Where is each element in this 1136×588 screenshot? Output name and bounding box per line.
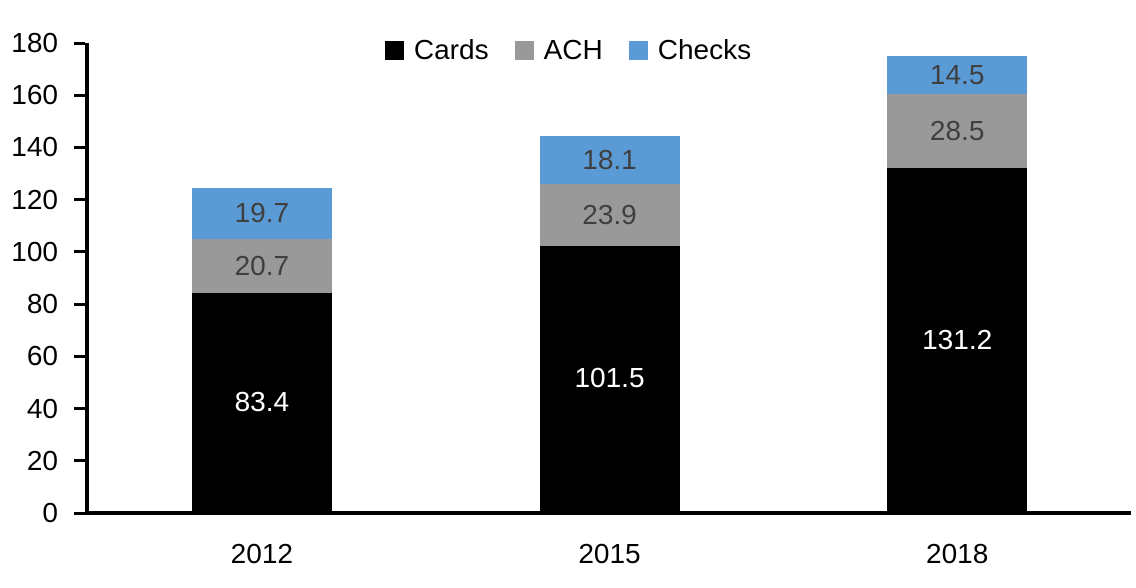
legend-item-checks: Checks [628, 34, 752, 65]
y-axis-tick [74, 198, 85, 202]
y-axis-tick-label: 140 [11, 131, 58, 163]
y-axis-tick [74, 93, 85, 97]
y-axis-tick-label: 160 [11, 79, 58, 111]
y-axis-tick [74, 511, 85, 515]
bar-segment-ach-2012: 20.7 [191, 239, 332, 294]
y-axis-tick-label: 20 [26, 444, 58, 476]
y-axis-line [85, 43, 89, 513]
y-axis-tick-label: 80 [26, 288, 58, 320]
bar-segment-ach-2015: 23.9 [539, 183, 680, 246]
chart-legend: Cards ACH Checks [88, 36, 1048, 64]
x-axis-line [85, 511, 1131, 515]
y-axis-tick-label: 0 [42, 497, 58, 528]
legend-label: ACH [543, 34, 603, 65]
bar-segment-checks-2015: 18.1 [539, 136, 680, 184]
y-axis-tick-label: 60 [26, 340, 58, 372]
y-axis-tick [74, 459, 85, 463]
x-axis-tick-label: 2015 [578, 538, 641, 569]
x-axis-tick-label: 2012 [230, 538, 293, 569]
bar-value-label: 20.7 [234, 250, 290, 282]
bar-value-label: 83.4 [234, 386, 290, 418]
bar-value-label: 14.5 [929, 59, 985, 91]
bar-value-label: 19.7 [234, 197, 290, 229]
bar-segment-cards-2018: 131.2 [887, 168, 1028, 511]
y-axis-tick-label: 180 [11, 27, 58, 58]
y-axis-tick [74, 354, 85, 358]
legend-swatch-cards-icon [384, 40, 404, 60]
legend-label: Cards [413, 34, 489, 65]
bar-segment-checks-2012: 19.7 [191, 187, 332, 240]
legend-item-cards: Cards [384, 34, 489, 65]
y-axis-tick [74, 145, 85, 149]
bar-value-label: 101.5 [574, 362, 645, 394]
bar-segment-cards-2015: 101.5 [539, 245, 680, 511]
y-axis-tick [74, 250, 85, 254]
bar-segment-checks-2018: 14.5 [887, 56, 1028, 94]
legend-swatch-checks-icon [628, 40, 648, 60]
x-axis-tick-label: 2018 [926, 538, 989, 569]
bar-value-label: 23.9 [582, 198, 637, 230]
legend-swatch-ach-icon [514, 40, 534, 60]
legend-label: Checks [657, 34, 752, 65]
bar-value-label: 18.1 [582, 143, 637, 175]
y-axis-tick-label: 100 [11, 235, 58, 267]
bar-segment-ach-2018: 28.5 [887, 94, 1028, 169]
y-axis-tick [74, 302, 85, 306]
y-axis-tick [74, 41, 85, 45]
bar-value-label: 131.2 [922, 323, 993, 355]
bar-value-label: 28.5 [929, 115, 985, 147]
y-axis-tick-label: 40 [26, 392, 58, 424]
legend-item-ach: ACH [514, 34, 603, 65]
y-axis-tick [74, 407, 85, 411]
bar-segment-cards-2012: 83.4 [191, 293, 332, 511]
y-axis-tick-label: 120 [11, 183, 58, 215]
